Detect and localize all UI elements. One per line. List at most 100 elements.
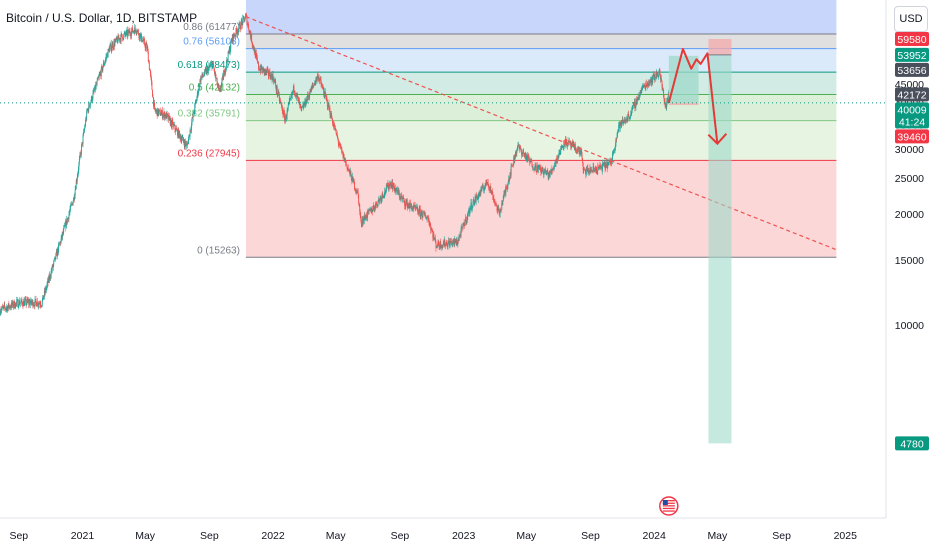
candle-body — [139, 33, 141, 39]
candle-body — [556, 161, 558, 162]
candle-body — [587, 171, 589, 174]
long-stop-zone[interactable] — [668, 102, 699, 106]
candle-body — [389, 183, 391, 184]
candle-body — [633, 101, 635, 105]
candle-body — [164, 114, 166, 119]
candle-body — [559, 154, 561, 156]
candle-body — [527, 155, 529, 161]
x-tick-label: May — [135, 530, 156, 542]
candle-body — [342, 151, 344, 158]
candle-body — [152, 96, 154, 98]
candle-body — [80, 153, 82, 155]
candle-body — [190, 130, 192, 131]
candle-body — [403, 198, 405, 201]
candle-body — [653, 73, 655, 76]
candle-body — [148, 61, 150, 63]
candle-body — [334, 124, 336, 130]
candle-body — [564, 144, 566, 146]
candle-body — [118, 38, 120, 40]
candle-body — [208, 65, 210, 69]
candle-body — [366, 217, 368, 219]
candle-body — [313, 83, 315, 85]
candle-body — [16, 300, 18, 301]
candle-body — [362, 219, 364, 224]
candle-body — [60, 242, 62, 244]
candle-body — [404, 200, 406, 206]
candle-body — [299, 104, 301, 106]
candle-body — [219, 88, 221, 91]
candle-body — [202, 73, 204, 77]
candle-body — [403, 198, 405, 199]
candle-body — [434, 238, 436, 242]
flag-stripe — [662, 507, 675, 510]
candle-body — [187, 143, 189, 145]
candle-body — [119, 38, 121, 41]
candle-body — [395, 190, 397, 192]
candle-body — [479, 192, 481, 195]
price-badge[interactable]: 39460 — [895, 129, 929, 144]
short-target-zone[interactable] — [708, 54, 732, 444]
candle-body — [377, 201, 379, 207]
candle-body — [441, 245, 443, 248]
candle-body — [463, 222, 465, 225]
candle-body — [607, 163, 609, 165]
candle-body — [93, 90, 95, 92]
candle-body — [391, 182, 393, 188]
candle-body — [317, 74, 319, 80]
candle-body — [96, 80, 98, 85]
candle-body — [263, 68, 265, 73]
candle-body — [474, 202, 476, 205]
candle-body — [291, 93, 293, 96]
candle-body — [300, 105, 302, 107]
price-badge[interactable]: 4780 — [895, 436, 929, 451]
candle-body — [41, 305, 43, 307]
candle-body — [464, 221, 466, 226]
candle-body — [634, 106, 636, 108]
candle-body — [101, 66, 103, 71]
candle-body — [11, 302, 13, 306]
short-stop-zone[interactable] — [708, 39, 732, 55]
candle-body — [267, 69, 269, 71]
candle-body — [56, 251, 58, 257]
candle-body — [466, 216, 468, 221]
candle-body — [642, 85, 644, 88]
trendline-dashed[interactable] — [245, 16, 837, 251]
candle-body — [527, 155, 529, 158]
candle-body — [162, 116, 164, 118]
candle-body — [51, 270, 53, 272]
y-tick-label: 15000 — [895, 255, 924, 267]
candle-body — [50, 276, 52, 278]
candle-body — [296, 93, 298, 96]
candle-body — [647, 82, 649, 84]
candle-body — [370, 208, 372, 211]
candle-body — [331, 113, 332, 119]
currency-button[interactable]: USD — [894, 6, 928, 32]
flag-stripe — [662, 500, 675, 502]
projection-path[interactable] — [667, 47, 719, 144]
price-badge[interactable]: 53952 — [895, 47, 929, 62]
candle-body — [406, 200, 408, 208]
price-badge[interactable]: 59580 — [895, 32, 929, 47]
price-badge[interactable]: 42172 — [895, 87, 929, 102]
us-flag-icon[interactable] — [659, 496, 679, 516]
candle-body — [599, 164, 601, 168]
candle-body — [411, 207, 413, 211]
candle-body — [546, 172, 548, 175]
candle-body — [538, 166, 540, 168]
price-badge[interactable]: 53656 — [895, 62, 929, 77]
candle-body — [32, 305, 34, 307]
candle-body — [327, 106, 329, 108]
candle-body — [321, 84, 323, 87]
candle-body — [654, 77, 656, 78]
candle-body — [626, 119, 628, 122]
candle-body — [549, 170, 551, 175]
candle-body — [574, 144, 576, 151]
candle-body — [70, 204, 72, 206]
candle-body — [106, 53, 108, 57]
candle-body — [488, 184, 490, 188]
candle-body — [302, 104, 304, 108]
candle-body — [425, 214, 426, 218]
candle-body — [12, 301, 13, 306]
